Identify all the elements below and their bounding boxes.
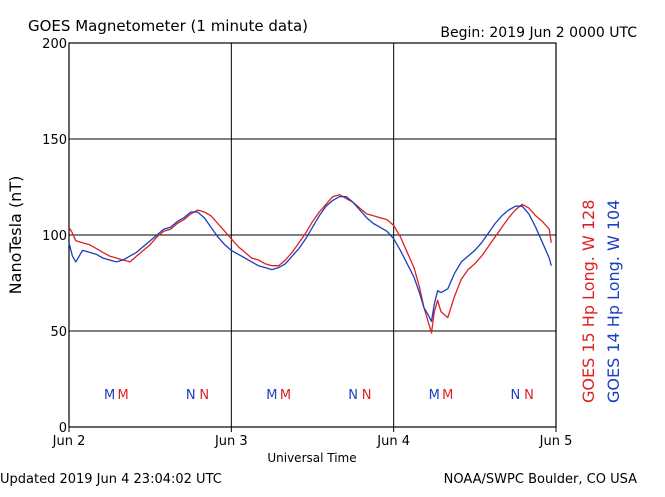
y-tick-label: 100 <box>42 229 67 244</box>
series-line-goes15 <box>68 194 552 334</box>
x-tick-label: Jun 4 <box>376 434 410 449</box>
x-tick-label: Jun 3 <box>214 434 248 449</box>
y-axis-label: NanoTesla (nT) <box>6 176 25 295</box>
marker-label: N <box>524 388 534 403</box>
legend-goes14: GOES 14 Hp Long. W 104 <box>604 200 623 403</box>
begin-time: Begin: 2019 Jun 2 0000 UTC <box>440 25 637 41</box>
marker-label: N <box>186 388 196 403</box>
marker-label: M <box>280 388 291 403</box>
x-axis-label: Universal Time <box>267 451 356 465</box>
marker-label: M <box>266 388 277 403</box>
grid-lines <box>69 43 556 427</box>
legend-goes15: GOES 15 Hp Long. W 128 <box>579 200 598 403</box>
y-tick-label: 50 <box>50 325 67 340</box>
marker-label: N <box>362 388 372 403</box>
x-tick-label: Jun 2 <box>52 434 86 449</box>
credit: NOAA/SWPC Boulder, CO USA <box>444 472 637 487</box>
chart-title: GOES Magnetometer (1 minute data) <box>28 17 308 35</box>
updated-time: Updated 2019 Jun 4 23:04:02 UTC <box>0 472 222 487</box>
y-axis: 0 50 100 150 200 <box>42 37 67 436</box>
x-tick-label: Jun 5 <box>539 434 573 449</box>
series-lines <box>68 194 552 334</box>
y-tick-label: 200 <box>42 37 67 52</box>
series-line-goes14 <box>68 195 552 323</box>
x-axis: Jun 2 Jun 3 Jun 4 Jun 5 <box>52 427 573 449</box>
marker-label: M <box>442 388 453 403</box>
marker-label: M <box>118 388 129 403</box>
y-tick-label: 0 <box>59 421 67 436</box>
y-tick-label: 150 <box>42 133 67 148</box>
marker-label: M <box>429 388 440 403</box>
marker-label: N <box>199 388 209 403</box>
marker-label: N <box>511 388 521 403</box>
marker-label: M <box>104 388 115 403</box>
marker-label: N <box>348 388 358 403</box>
